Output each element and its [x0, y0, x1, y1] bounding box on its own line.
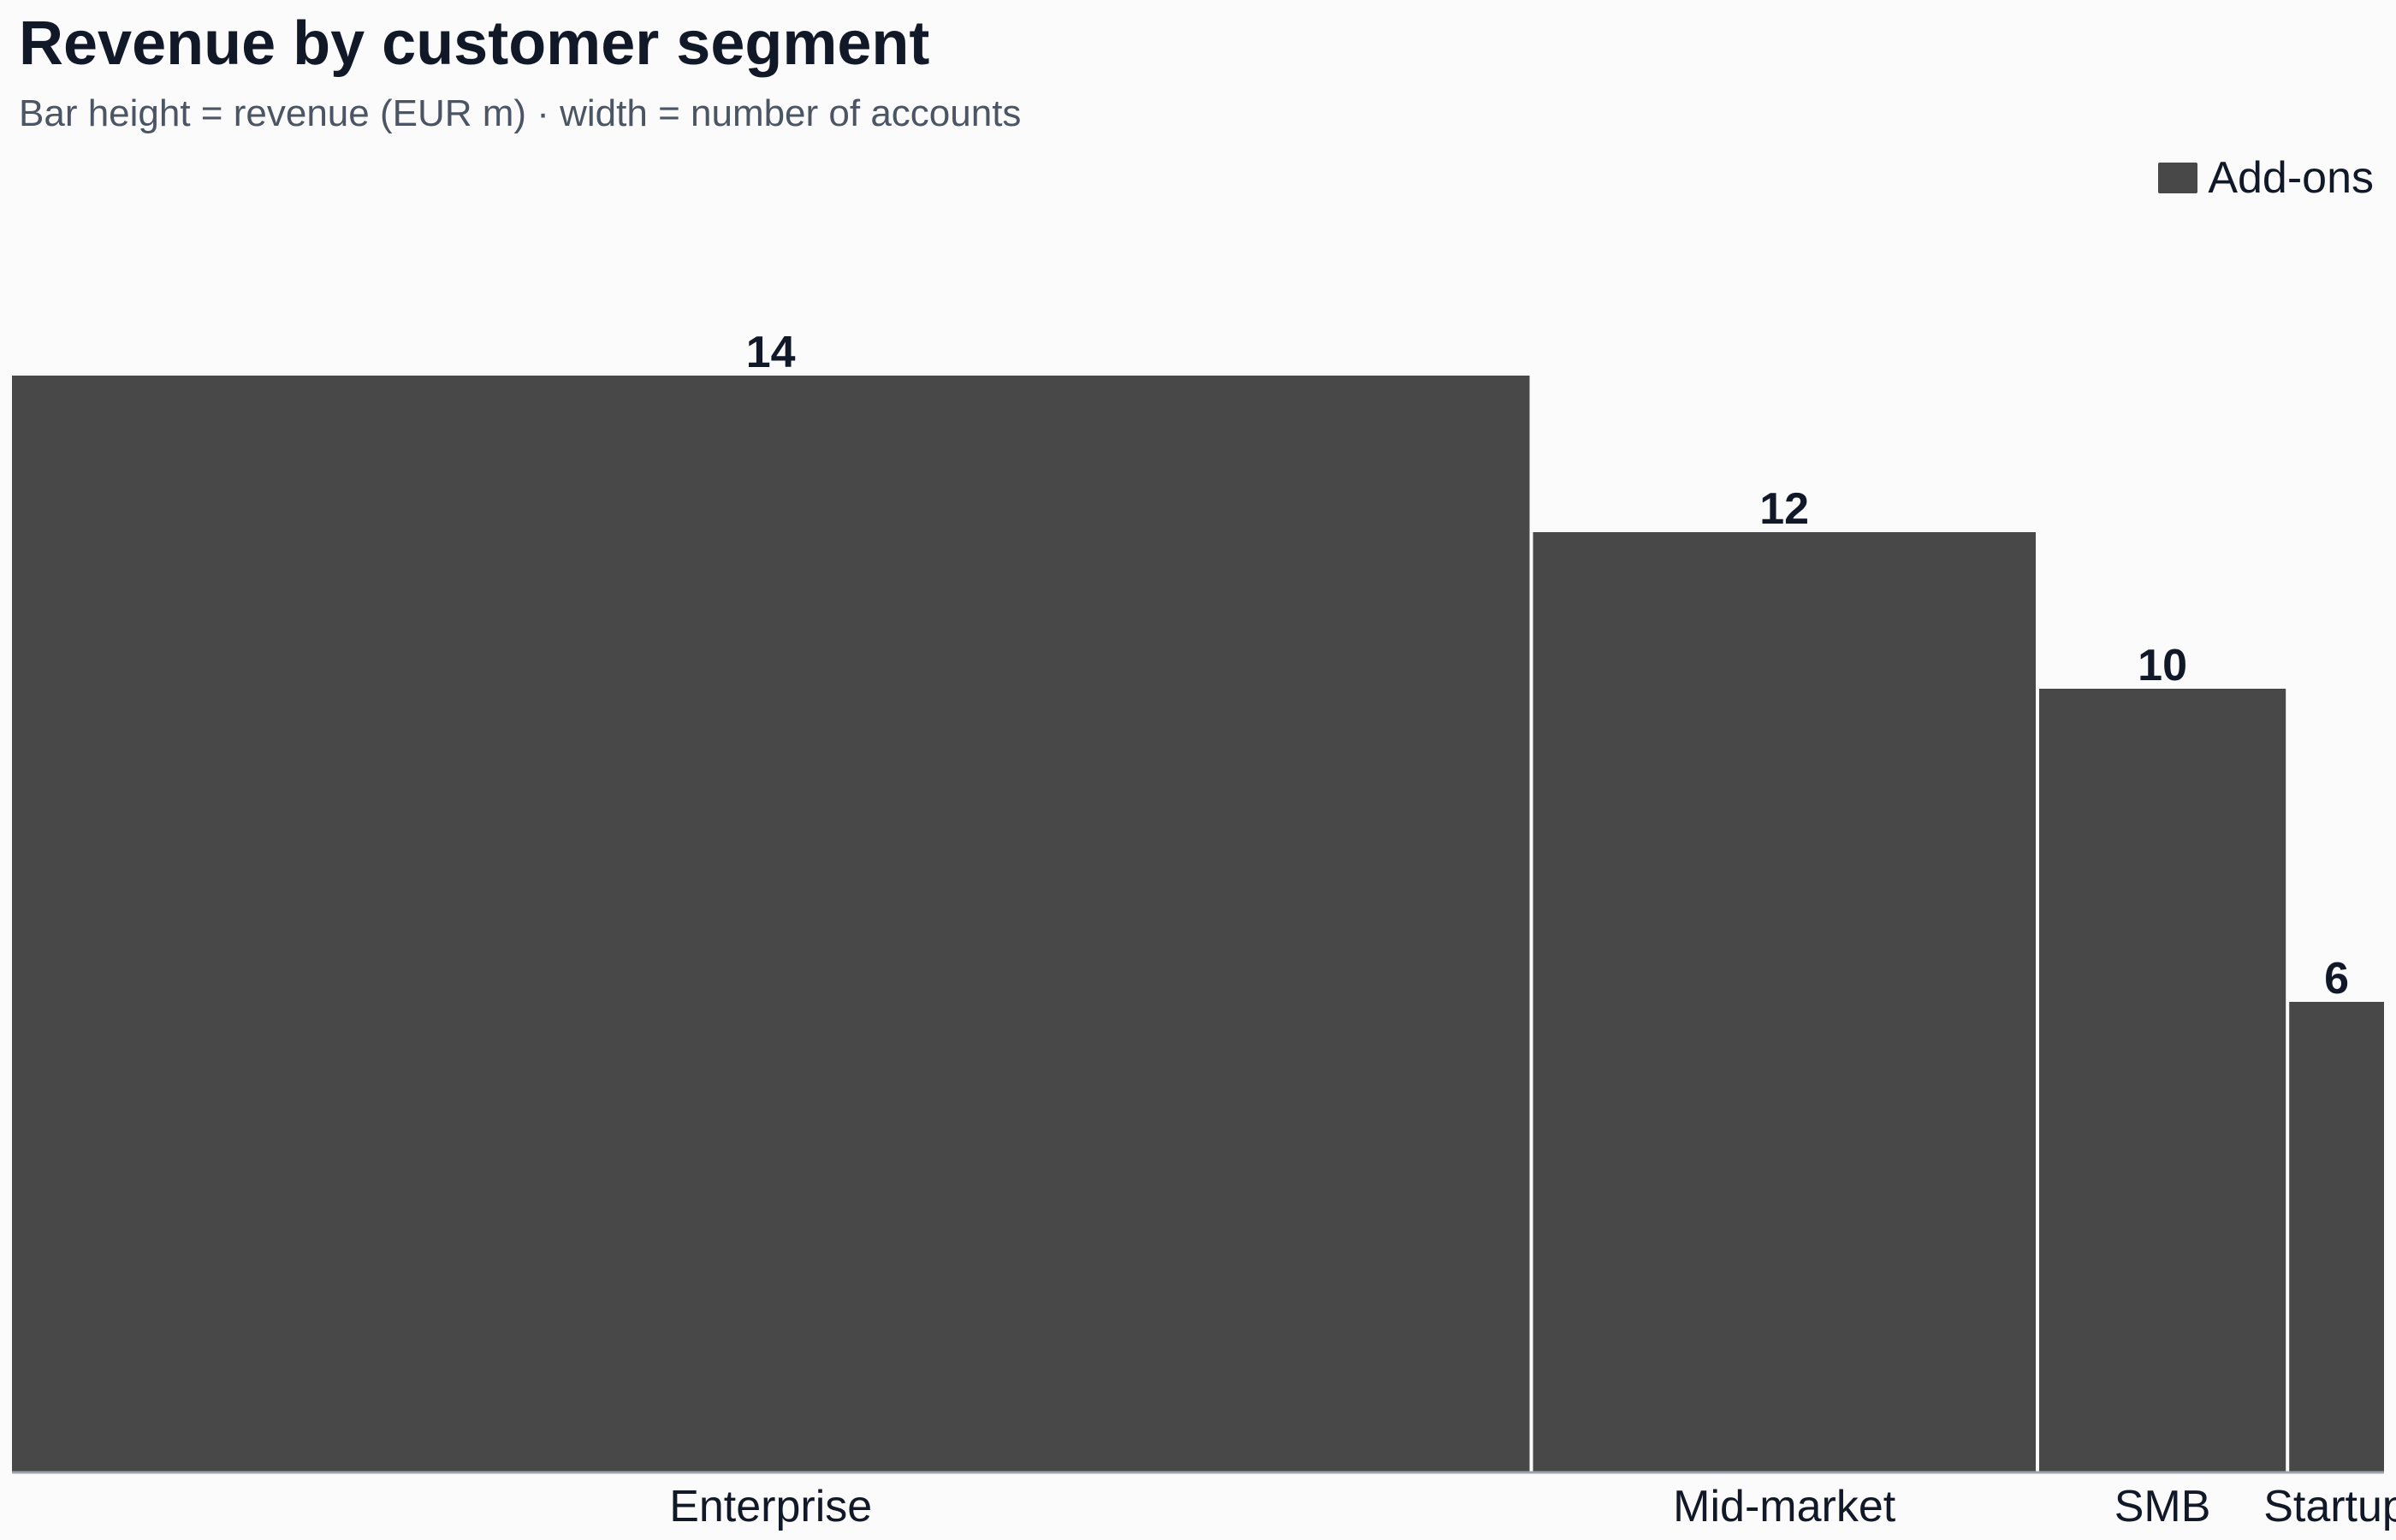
bar-smb — [2039, 689, 2286, 1472]
value-label: 12 — [1759, 484, 1809, 534]
value-label: 14 — [746, 328, 796, 377]
legend-label: Add-ons — [2208, 153, 2374, 203]
value-label: 6 — [2324, 954, 2349, 1004]
chart-subtitle: Bar height = revenue (EUR m) · width = n… — [19, 92, 1022, 134]
legend-swatch — [2158, 163, 2198, 193]
bar-enterprise — [12, 376, 1530, 1472]
category-label: Mid-market — [1673, 1482, 1896, 1531]
category-label: SMB — [2114, 1482, 2211, 1531]
chart-title: Revenue by customer segment — [19, 9, 930, 78]
category-label: Enterprise — [669, 1482, 872, 1531]
category-label: Startup — [2263, 1482, 2396, 1531]
bar-startup — [2289, 1002, 2384, 1472]
bar-mid-market — [1533, 532, 2036, 1472]
legend: Add-ons — [2158, 152, 2374, 204]
value-label: 10 — [2138, 641, 2187, 690]
